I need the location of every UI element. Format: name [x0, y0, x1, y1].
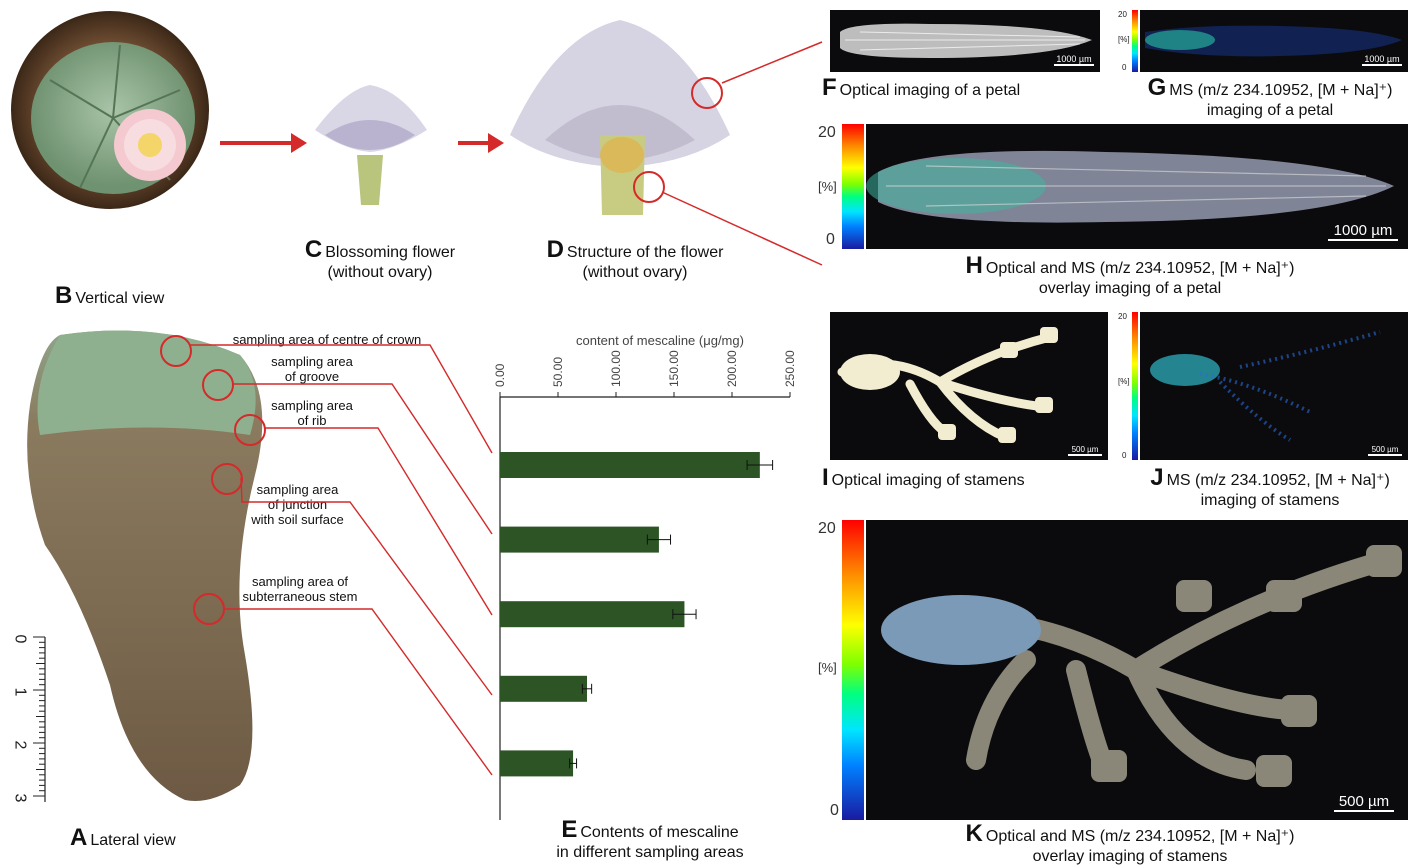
- ruler-ticks: [33, 636, 46, 802]
- panel-h-colorbar-labels: 20 [%] 0: [818, 124, 837, 248]
- lateral-view-cactus-image: [27, 330, 266, 801]
- stamens-ms-image: 500 µm: [1140, 312, 1408, 460]
- sampling-label-crown: sampling area of centre of crown: [232, 332, 422, 347]
- chart-bar: [500, 452, 760, 478]
- sampling-label-rib: sampling area of rib: [271, 398, 353, 428]
- sampling-label-groove: sampling area of groove: [271, 354, 353, 384]
- chart-error-bar: [746, 460, 774, 470]
- panel-f-caption: F Optical imaging of a petal: [822, 74, 1021, 101]
- chart-x-tick-label: 50.00: [551, 357, 565, 387]
- panel-g-colorbar: [1132, 10, 1138, 72]
- chart-x-tick-label: 100.00: [609, 350, 623, 387]
- panel-j-colorbar-labels: 20 [%] 0: [1118, 312, 1130, 460]
- stamens-overlay-image: 500 µm: [866, 520, 1408, 820]
- panel-g-colorbar-labels: 20 [%] 0: [1118, 10, 1130, 72]
- flower-structure-image: [510, 20, 730, 215]
- vertical-view-cactus-image: [11, 11, 209, 209]
- ruler: 0 1 2 3: [11, 632, 55, 807]
- panel-h-colorbar: [842, 124, 864, 249]
- blossoming-flower-image: [315, 85, 427, 205]
- chart-error-bar: [569, 758, 578, 769]
- stamens-overlay-shape: [881, 545, 1402, 787]
- petal-ms-image: 1000 µm: [1140, 10, 1408, 72]
- mescaline-bar-chart: content of mescaline (μg/mg) 0.00 50.00 10…: [493, 333, 797, 820]
- chart-error-bar: [672, 609, 697, 620]
- petal-ms-signal: [1145, 25, 1402, 57]
- panel-b-caption: B Vertical view: [55, 282, 165, 309]
- chart-x-axis-label: content of mescaline (μg/mg): [576, 333, 744, 348]
- panel-a-caption: A Lateral view: [70, 824, 176, 851]
- chart-bar: [500, 750, 574, 777]
- petal-shape: [840, 23, 1092, 58]
- panel-k-colorbar-labels: 20 [%] 0: [818, 520, 839, 819]
- stamens-optical-image: 500 µm: [830, 312, 1108, 460]
- panel-h-caption: H Optical and MS (m/z 234.10952, [M + Na]…: [965, 252, 1295, 298]
- petal-overlay-image: 1000 µm: [866, 124, 1408, 249]
- flow-arrows: [220, 133, 504, 153]
- chart-bar: [500, 601, 685, 628]
- panel-c-caption: C Blossoming flower (without ovary): [304, 236, 456, 282]
- panel-b-photo: [10, 10, 210, 210]
- sampling-label-subterraneous: sampling area of subterraneous stem: [242, 574, 358, 604]
- chart-x-tick-label: 0.00: [493, 363, 507, 387]
- chart-bar: [500, 675, 587, 702]
- sampling-label-junction: sampling area of junction with soil surfac…: [251, 482, 344, 527]
- panel-f-scale-bar: 1000 µm: [1054, 54, 1094, 66]
- stamens-shape: [837, 327, 1058, 443]
- panel-j-colorbar: [1132, 312, 1138, 460]
- petal-optical-image: 1000 µm: [830, 10, 1100, 72]
- panel-g-caption: G MS (m/z 234.10952, [M + Na]⁺) imaging o…: [1147, 74, 1393, 120]
- panel-i-scale-bar: 500 µm: [1068, 445, 1102, 456]
- chart-error-bar: [581, 683, 593, 694]
- panel-d-caption: D Structure of the flower (without ovary): [546, 236, 724, 282]
- panel-e-caption: E Contents of mescaline in different samp…: [556, 816, 744, 862]
- panel-i-caption: I Optical imaging of stamens: [822, 464, 1025, 491]
- panel-j-caption: J MS (m/z 234.10952, [M + Na]⁺) imaging o…: [1150, 464, 1390, 510]
- petal-overlay-shape: [866, 150, 1394, 223]
- chart-x-tick-label: 150.00: [667, 350, 681, 387]
- panel-k-scale-bar: 500 µm: [1334, 793, 1394, 812]
- chart-bar: [500, 526, 659, 553]
- chart-x-tick-label: 200.00: [725, 350, 739, 387]
- panel-h-scale-bar: 1000 µm: [1328, 222, 1398, 241]
- chart-error-bar: [646, 534, 672, 545]
- panel-j-scale-bar: 500 µm: [1368, 445, 1402, 456]
- panel-k-colorbar: [842, 520, 864, 820]
- stamens-ms-signal: [1150, 330, 1381, 442]
- panel-g-scale-bar: 1000 µm: [1362, 54, 1402, 66]
- chart-x-tick-label: 250.00: [783, 350, 797, 387]
